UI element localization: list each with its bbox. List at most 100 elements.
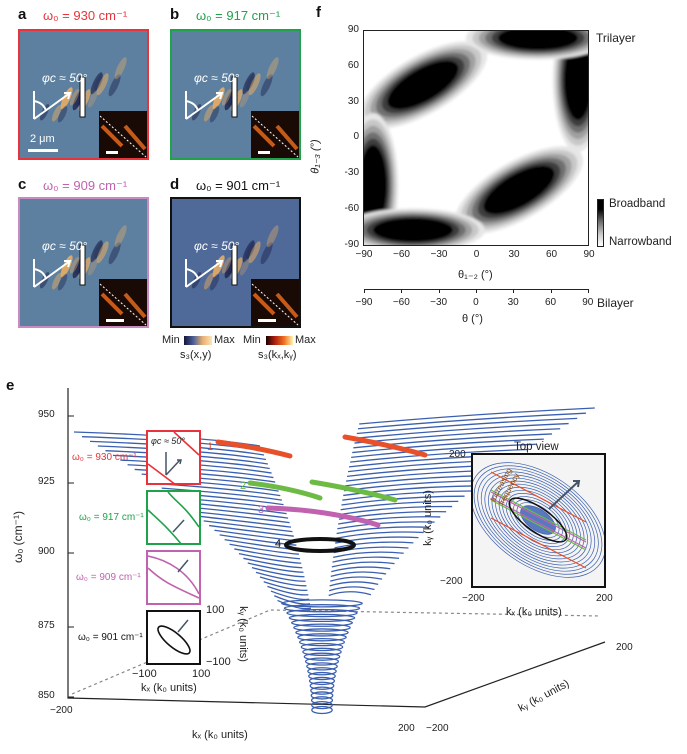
ky-max-tick: 200 — [616, 642, 633, 653]
plot-frame — [363, 30, 589, 246]
sample-bar — [231, 244, 238, 286]
contour-line — [473, 465, 603, 575]
panel-a-title: ω₀ = 930 cm⁻¹ — [43, 8, 128, 23]
inset-kx-max: 100 — [192, 668, 211, 680]
ky-min-tick: −200 — [426, 723, 449, 734]
cbar-fourier-min: Min — [243, 334, 261, 346]
panel-label-b: b — [170, 6, 180, 23]
angle-arrow-icon — [185, 91, 224, 120]
inset-ky-label: kᵧ (k₀ units) — [236, 606, 249, 662]
top-ky-min: −200 — [440, 576, 463, 587]
bilayer-tick-mark — [475, 289, 477, 293]
f-xtick: −90 — [355, 249, 373, 260]
contour-line — [488, 477, 588, 563]
f-xlabel: θ₁₋₂ (°) — [458, 269, 493, 281]
highlighted-isofrequency-curve — [247, 479, 398, 503]
e-ytick: 850 — [38, 690, 55, 701]
inset-label-917: ω₀ = 917 cm⁻¹ — [79, 512, 144, 523]
f-xtick: 0 — [473, 249, 480, 260]
panel-d-title: ω₀ = 901 cm⁻¹ — [196, 178, 281, 193]
kx-min-tick: −200 — [50, 705, 73, 716]
f-xtick: −30 — [430, 249, 448, 260]
f-ytick: -60 — [344, 203, 359, 214]
contour-line — [480, 471, 596, 569]
bilayer-tick: 0 — [473, 297, 479, 308]
panel-label-a: a — [18, 6, 27, 23]
phi-label: φc ≈ 50° — [42, 239, 88, 253]
kx-max-tick: 200 — [398, 723, 415, 734]
inset-phi-label: φc ≈ 50° — [151, 436, 185, 446]
scale-bar — [28, 149, 58, 152]
phi-label: φc ≈ 50° — [42, 71, 88, 85]
highlighted-isofrequency-curve — [284, 537, 356, 553]
near-field-image-b: φc ≈ 50° — [170, 29, 301, 160]
cbar-real-min: Min — [162, 334, 180, 346]
panel-label-c: c — [18, 176, 27, 193]
e-ytick: 950 — [38, 409, 55, 420]
top-ky-max: 200 — [449, 449, 466, 460]
broadband-region — [483, 165, 555, 215]
contour-line — [471, 462, 606, 578]
fourier-inset — [251, 111, 299, 158]
contour-line — [498, 486, 578, 554]
highlighted-contour — [490, 491, 587, 549]
isofrequency-contour — [147, 491, 200, 546]
highlighted-isofrequency-curve — [265, 505, 381, 528]
inset-label-909: ω₀ = 909 cm⁻¹ — [76, 572, 141, 583]
f-ytick: 0 — [353, 131, 359, 143]
bilayer-tick-mark — [364, 289, 365, 293]
top-ky-label: kᵧ (k₀ units) — [421, 490, 434, 546]
bilayer-tick-mark — [401, 289, 403, 293]
top-kx-label: kₓ (k₀ units) — [506, 606, 562, 618]
phi-label: φc ≈ 50° — [194, 239, 240, 253]
highlighted-isofrequency-curve — [215, 434, 428, 459]
fourier-inset — [99, 111, 147, 158]
curve-number-1: 1 — [207, 441, 214, 453]
f-xtick: 30 — [508, 249, 520, 260]
axes-3d — [67, 388, 606, 708]
curve-number-2: 2 — [240, 480, 247, 492]
isofrequency-contour — [157, 619, 191, 655]
panel-b-title: ω₀ = 917 cm⁻¹ — [196, 8, 281, 23]
contour-line — [484, 474, 592, 566]
cbar-broadband: Broadband — [609, 198, 666, 210]
bilayer-tick: −30 — [430, 297, 448, 308]
cbar-real-max: Max — [214, 334, 235, 346]
isofrequency-contour — [147, 555, 200, 599]
near-field-image-a: φc ≈ 50° 2 μm — [18, 29, 149, 160]
highlighted-contour — [490, 489, 587, 551]
bilayer-tick-mark — [550, 289, 552, 293]
top-kx-min: −200 — [462, 593, 485, 604]
scale-bar — [258, 151, 270, 154]
panel-c-title: ω₀ = 909 cm⁻¹ — [43, 178, 128, 193]
sample-bar — [79, 76, 86, 118]
scale-bar — [106, 151, 118, 154]
bilayer-tick: 90 — [582, 297, 594, 308]
colorbar-fourier — [266, 336, 293, 345]
top-view-frame — [471, 453, 606, 588]
f-xtick: 90 — [583, 249, 595, 260]
fourier-inset — [251, 279, 299, 326]
near-field-pattern — [33, 225, 147, 326]
f-ytick: 60 — [347, 59, 359, 71]
bilayer-tick-mark — [587, 289, 589, 293]
panel-label-f: f — [316, 4, 321, 21]
broadband-region — [564, 40, 589, 120]
top-view-title: Top view — [514, 441, 559, 453]
panel-label-e: e — [6, 377, 15, 394]
broadband-colorbar — [597, 199, 604, 247]
scale-bar-label: 2 μm — [30, 133, 55, 145]
contour-line — [495, 483, 581, 557]
f-xtick: 60 — [545, 249, 558, 260]
angle-arrow-icon — [33, 259, 72, 288]
isofrequency-inset-901 — [146, 610, 201, 665]
colorbar-real — [184, 336, 212, 345]
broadband-region — [373, 218, 453, 242]
bilayer-xlabel: θ (°) — [462, 313, 483, 325]
broadband-region — [498, 30, 578, 50]
top-kx-max: 200 — [596, 593, 613, 604]
near-field-pattern — [185, 57, 299, 158]
bilayer-tick: −60 — [392, 297, 410, 308]
f-xtick: −60 — [393, 249, 410, 260]
f-ylabel: θ₁₋₃ (°) — [309, 139, 322, 174]
